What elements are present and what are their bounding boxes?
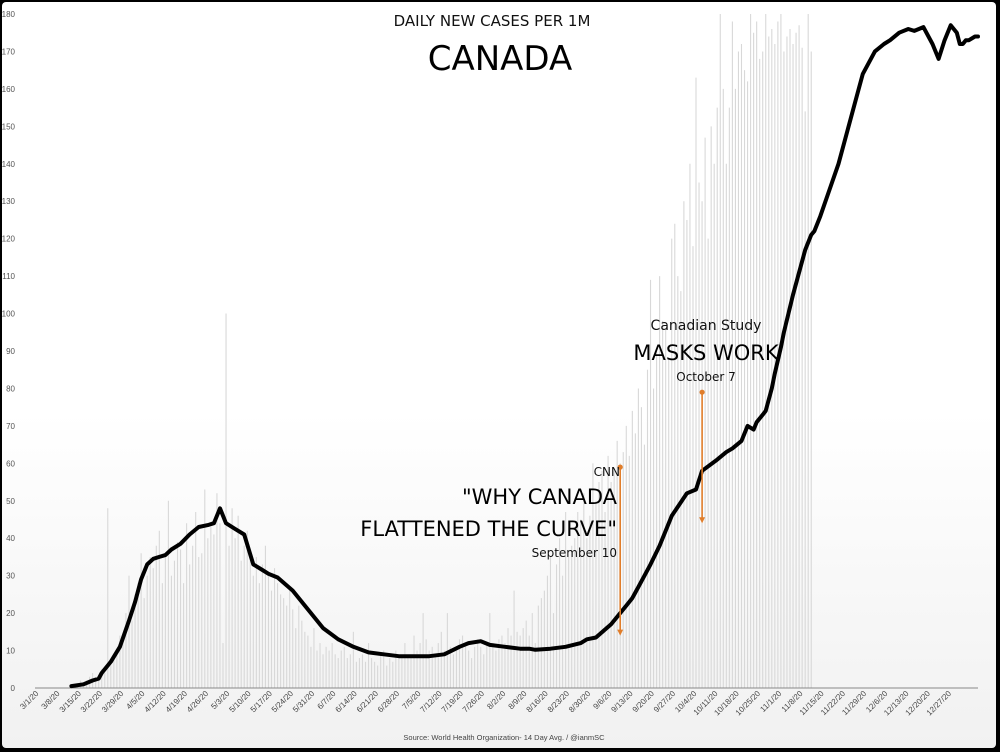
y-tick-label: 0	[11, 684, 16, 693]
x-tick-label: 5/24/20	[270, 689, 296, 715]
x-tick-label: 8/2/20	[485, 689, 507, 711]
x-tick-label: 4/19/20	[164, 689, 190, 715]
cnn-date: September 10	[532, 546, 617, 560]
y-tick-label: 40	[6, 534, 15, 543]
x-tick-label: 9/20/20	[631, 689, 657, 715]
y-tick-label: 30	[6, 572, 15, 581]
arrow-head	[699, 517, 706, 524]
x-tick-label: 7/12/20	[418, 689, 444, 715]
y-tick-label: 170	[2, 47, 16, 56]
cnn-quote-line1: "WHY CANADA	[462, 485, 618, 509]
x-tick-label: 6/28/20	[376, 689, 402, 715]
x-tick-label: 4/26/20	[185, 689, 211, 715]
cnn-quote-line2: FLATTENED THE CURVE"	[360, 517, 617, 541]
x-tick-label: 8/16/20	[525, 689, 551, 715]
y-tick-label: 10	[6, 647, 15, 656]
y-tick-label: 90	[6, 347, 15, 356]
study-headline: MASKS WORK	[633, 341, 779, 365]
x-tick-label: 11/1/20	[758, 689, 783, 714]
daily-bars	[70, 14, 812, 688]
y-tick-label: 80	[6, 384, 15, 393]
x-tick-label: 9/27/20	[652, 689, 678, 715]
y-tick-label: 140	[2, 160, 16, 169]
chart-subtitle: DAILY NEW CASES PER 1M	[394, 12, 591, 30]
source-note: Source: World Health Organization- 14 Da…	[403, 733, 605, 742]
study-date: October 7	[676, 370, 735, 384]
x-axis-ticks: 3/1/20 3/8/203/15/203/22/203/29/20 4/5/204…	[18, 689, 953, 718]
x-tick-label: 7/19/20	[440, 689, 466, 715]
y-tick-label: 120	[2, 235, 16, 244]
y-tick-label: 180	[2, 10, 16, 19]
x-tick-label: 6/21/20	[355, 689, 381, 715]
x-tick-label: 5/31/20	[291, 689, 317, 715]
y-axis-ticks: 0 10 20 30 40 50 60 70 80 90 100 110 120 130 140 150 160…	[2, 10, 16, 693]
x-tick-label: 3/1/20	[18, 689, 40, 711]
x-tick-label: 8/30/20	[567, 689, 593, 715]
arrow-head	[617, 629, 624, 636]
y-tick-label: 130	[2, 197, 16, 206]
study-annotation-arrow	[699, 389, 706, 524]
x-tick-label: 9/13/20	[609, 689, 635, 715]
chart-title: CANADA	[428, 39, 573, 79]
y-tick-label: 150	[2, 122, 16, 131]
x-tick-label: 3/22/20	[79, 689, 105, 715]
x-tick-label: 7/26/20	[461, 689, 487, 715]
y-tick-label: 100	[2, 310, 16, 319]
y-tick-label: 110	[2, 272, 15, 281]
y-tick-label: 160	[2, 85, 16, 94]
x-tick-label: 3/15/20	[58, 689, 84, 715]
x-tick-label: 5/17/20	[249, 689, 275, 715]
y-tick-label: 60	[6, 459, 15, 468]
series-line-canada	[69, 23, 980, 689]
x-tick-label: 5/10/20	[227, 689, 253, 715]
cnn-annotation-arrow	[617, 464, 624, 636]
y-tick-label: 20	[6, 609, 15, 618]
y-tick-label: 50	[6, 497, 15, 506]
x-tick-label: 4/12/20	[143, 689, 169, 715]
x-tick-label: 3/29/20	[100, 689, 126, 715]
x-tick-label: 6/14/20	[334, 689, 360, 715]
x-tick-label: 8/23/20	[546, 689, 572, 715]
cnn-label: CNN	[594, 465, 620, 479]
study-label: Canadian Study	[651, 318, 762, 334]
y-tick-label: 70	[6, 422, 15, 431]
